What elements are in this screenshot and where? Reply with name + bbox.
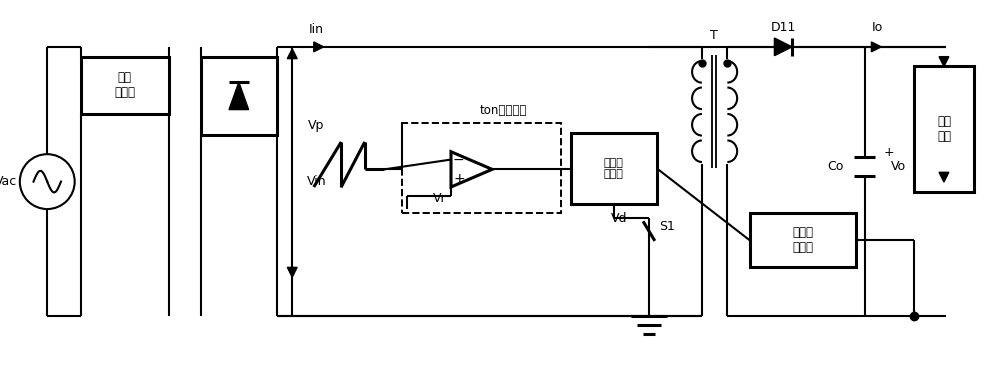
- Text: Co: Co: [827, 160, 843, 173]
- Text: Vd: Vd: [611, 212, 628, 225]
- Text: S1: S1: [659, 220, 675, 233]
- Bar: [571, 133, 657, 204]
- Bar: [402, 123, 561, 214]
- Text: Vr: Vr: [432, 192, 446, 205]
- Polygon shape: [287, 49, 297, 59]
- Polygon shape: [229, 82, 249, 110]
- Text: 光源
负载: 光源 负载: [937, 115, 951, 143]
- Bar: [750, 214, 856, 267]
- Bar: [81, 56, 169, 113]
- Text: +: +: [884, 146, 894, 159]
- Text: Vac: Vac: [0, 175, 17, 188]
- Text: T: T: [710, 28, 718, 42]
- Text: Iin: Iin: [309, 23, 324, 36]
- Text: D11: D11: [771, 21, 796, 34]
- Text: 斩波
调光器: 斩波 调光器: [114, 71, 135, 99]
- Bar: [201, 56, 277, 135]
- Text: Vp: Vp: [308, 119, 324, 132]
- Text: −: −: [453, 153, 465, 166]
- Polygon shape: [939, 56, 949, 67]
- Polygon shape: [287, 267, 297, 277]
- Text: Vo: Vo: [891, 160, 906, 173]
- Polygon shape: [774, 38, 792, 56]
- Text: ton控制单元: ton控制单元: [479, 104, 527, 117]
- Polygon shape: [871, 42, 881, 52]
- Text: 电流控
制单元: 电流控 制单元: [792, 226, 813, 254]
- Bar: [914, 67, 974, 192]
- Polygon shape: [314, 42, 324, 52]
- Polygon shape: [939, 172, 949, 182]
- Text: +: +: [453, 172, 465, 186]
- Text: Io: Io: [872, 21, 883, 34]
- Text: 驱动控
制单元: 驱动控 制单元: [604, 157, 624, 179]
- Text: Vin: Vin: [307, 175, 327, 188]
